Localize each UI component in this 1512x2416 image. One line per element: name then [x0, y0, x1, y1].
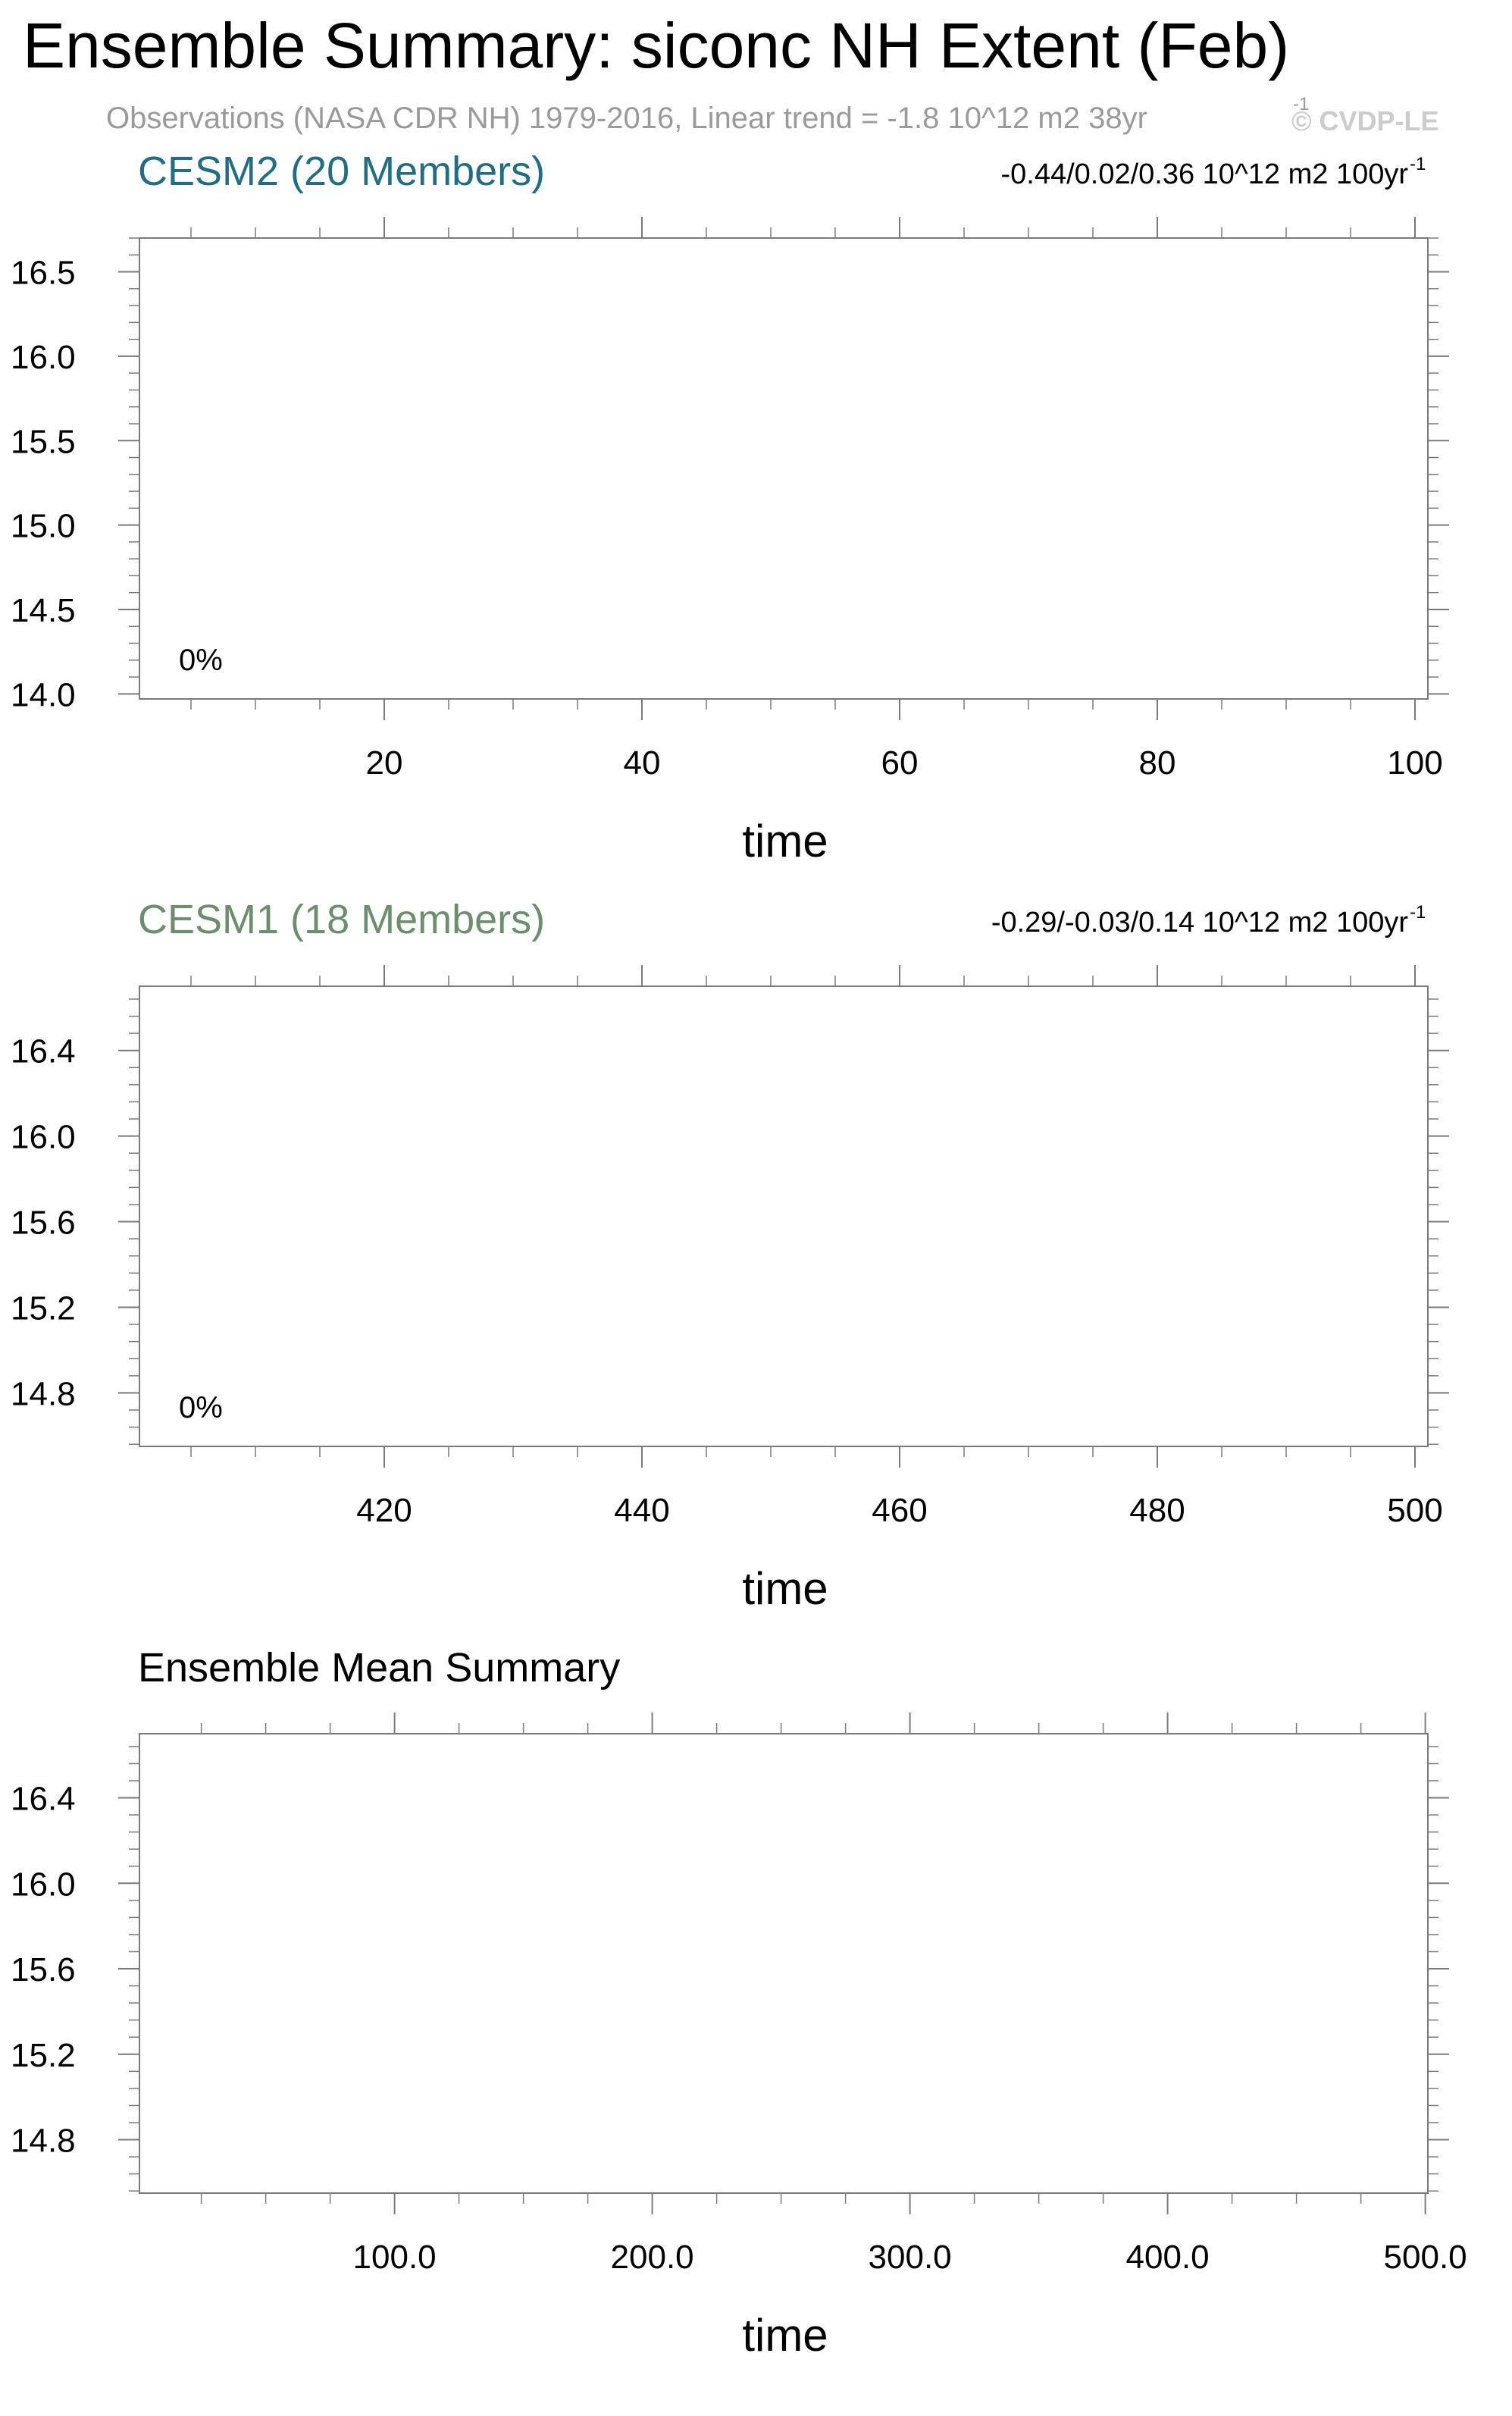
page-title: Ensemble Summary: siconc NH Extent (Feb): [23, 10, 1290, 81]
panel-1-title: CESM2 (20 Members): [138, 149, 545, 194]
panel-2-plot-frame: [139, 986, 1429, 1447]
panel-1-trend-text-superscript: -1: [1410, 154, 1426, 174]
panel-2-x-tick-label: 500: [1387, 1492, 1442, 1529]
panel-2-y-tick-label: 15.6: [11, 1205, 76, 1242]
panel-3-x-tick-label: 500.0: [1384, 2239, 1467, 2276]
panel-2-trend-text-superscript: -1: [1410, 902, 1426, 923]
observations-subtitle: Observations (NASA CDR NH) 1979-2016, Li…: [106, 102, 1147, 135]
panel-2-x-axis-label: time: [742, 1563, 828, 1614]
panel-3-plot-frame: [139, 1733, 1429, 2194]
panel-3-x-tick-label: 200.0: [611, 2239, 694, 2276]
panel-2-x-tick-label: 480: [1129, 1492, 1185, 1529]
panel-3-x-tick-label: 400.0: [1126, 2239, 1210, 2276]
panel-3-title: Ensemble Mean Summary: [138, 1645, 620, 1691]
panel-2-y-tick-label: 15.2: [11, 1289, 76, 1327]
panel-2-y-tick-label: 16.4: [11, 1033, 76, 1070]
panel-1-x-axis-label: time: [742, 816, 828, 866]
panel-2-trend-text: -0.29/-0.03/0.14 10^12 m2 100yr: [991, 907, 1409, 939]
panel-1-y-tick-label: 16.5: [11, 255, 76, 292]
panel-1-y-tick-label: 15.5: [11, 423, 76, 460]
panel-1-y-tick-label: 14.0: [11, 676, 76, 713]
panel-2-percent-annotation: 0%: [179, 1391, 223, 1424]
panel-1-y-tick-label: 14.5: [11, 592, 76, 629]
cvdp-le-watermark: © CVDP-LE: [1291, 105, 1439, 136]
panel-1-trend-text: -0.44/0.02/0.36 10^12 m2 100yr: [1000, 158, 1408, 190]
panel-3-y-tick-label: 15.2: [11, 2037, 76, 2074]
panel-1-x-tick-label: 100: [1387, 744, 1442, 782]
panel-2-x-tick-label: 420: [356, 1492, 412, 1529]
panel-1-x-tick-label: 60: [881, 744, 919, 782]
panel-2-x-tick-label: 460: [872, 1492, 927, 1529]
panel-2-y-tick-label: 16.0: [11, 1119, 76, 1156]
observations-subtitle-superscript: -1: [1293, 94, 1310, 114]
panel-3-x-tick-label: 100.0: [353, 2239, 437, 2276]
panel-3-y-tick-label: 14.8: [11, 2123, 76, 2160]
panel-1-x-tick-label: 20: [366, 744, 403, 782]
panel-2-y-tick-label: 14.8: [11, 1375, 76, 1412]
panel-1-x-tick-label: 80: [1139, 744, 1176, 782]
panel-2-x-tick-label: 440: [614, 1492, 669, 1529]
panel-3-x-tick-label: 300.0: [869, 2239, 952, 2276]
panel-3-y-tick-label: 15.6: [11, 1951, 76, 1988]
panel-1-y-tick-label: 16.0: [11, 339, 76, 376]
panel-2-title: CESM1 (18 Members): [138, 897, 545, 942]
panel-3-x-axis-label: time: [742, 2310, 828, 2361]
panel-3-y-tick-label: 16.0: [11, 1866, 76, 1903]
panel-1-plot-frame: [139, 237, 1429, 700]
panel-3-y-tick-label: 16.4: [11, 1781, 76, 1818]
panel-1-y-tick-label: 15.0: [11, 508, 76, 545]
panel-1-x-tick-label: 40: [624, 744, 661, 782]
panel-1-percent-annotation: 0%: [179, 644, 223, 677]
